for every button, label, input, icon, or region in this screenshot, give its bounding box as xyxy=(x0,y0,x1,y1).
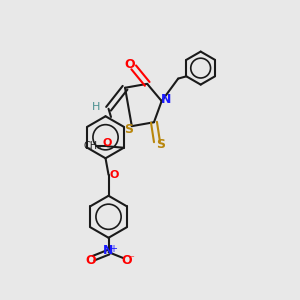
Text: H: H xyxy=(92,102,101,112)
Text: O: O xyxy=(103,138,112,148)
Text: +: + xyxy=(109,244,117,254)
Text: O: O xyxy=(110,170,119,180)
Text: ⁻: ⁻ xyxy=(128,254,134,264)
Text: S: S xyxy=(156,138,165,151)
Text: N: N xyxy=(161,93,171,106)
Text: CH₃: CH₃ xyxy=(84,141,102,151)
Text: O: O xyxy=(121,254,132,267)
Text: O: O xyxy=(124,58,134,71)
Text: S: S xyxy=(124,123,133,136)
Text: N: N xyxy=(103,244,114,257)
Text: O: O xyxy=(85,254,96,267)
